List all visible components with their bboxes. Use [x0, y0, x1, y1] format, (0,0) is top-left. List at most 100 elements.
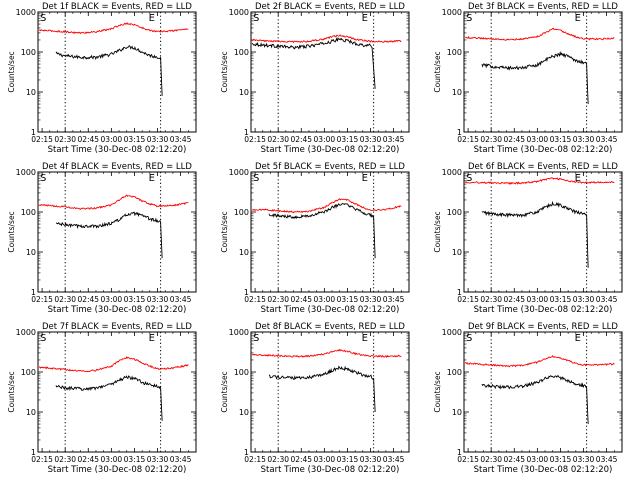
marker-label-end: E	[149, 333, 155, 344]
x-axis-label: Start Time (30-Dec-08 02:12:20)	[48, 305, 187, 315]
x-tick-label: 02:15	[31, 135, 53, 144]
plot-frame	[37, 171, 197, 293]
y-axis-label: Counts/sec	[433, 211, 442, 252]
y-tick-label: 1	[457, 128, 462, 137]
y-tick-label: 1	[31, 288, 36, 297]
y-tick-label: 100	[447, 368, 462, 377]
x-tick-label: 03:00	[101, 295, 123, 304]
series-line-lld	[251, 34, 402, 44]
x-tick-label: 03:15	[550, 455, 572, 464]
y-tick-label: 100	[21, 48, 36, 57]
panel-det-1f: Det 1f BLACK = Events, RED = LLD 1 10 100 10…	[7, 2, 197, 155]
panel-title: Det 5f BLACK = Events, RED = LLD	[255, 162, 405, 172]
x-tick-label: 03:45	[170, 135, 192, 144]
marker-label-end: E	[362, 173, 368, 184]
x-tick-label: 03:30	[360, 455, 382, 464]
series-line-lld	[251, 348, 402, 358]
y-tick-label: 1000	[16, 328, 36, 337]
panel-title: Det 2f BLACK = Events, RED = LLD	[255, 2, 405, 12]
y-tick-label: 100	[447, 48, 462, 57]
x-tick-label: 03:15	[124, 455, 146, 464]
series-line-lld	[38, 356, 189, 373]
panel-title: Det 4f BLACK = Events, RED = LLD	[42, 162, 192, 172]
x-axis-label: Start Time (30-Dec-08 02:12:20)	[48, 465, 187, 475]
series-line-events	[251, 37, 376, 89]
marker-label-end: E	[575, 173, 581, 184]
x-tick-label: 02:30	[54, 135, 76, 144]
x-tick-label: 03:15	[550, 135, 572, 144]
x-tick-label: 03:45	[383, 135, 405, 144]
x-tick-label: 03:15	[337, 295, 359, 304]
x-tick-label: 02:15	[244, 455, 266, 464]
x-tick-label: 03:00	[101, 135, 123, 144]
y-axis-label: Counts/sec	[433, 51, 442, 92]
y-tick-label: 1000	[442, 328, 462, 337]
x-tick-label: 02:45	[77, 135, 99, 144]
marker-label-end: E	[149, 173, 155, 184]
x-tick-label: 02:15	[244, 295, 266, 304]
y-tick-label: 1000	[16, 8, 36, 17]
plot-frame	[37, 11, 197, 133]
x-tick-label: 02:45	[503, 295, 525, 304]
y-tick-label: 1000	[229, 168, 249, 177]
y-axis-label: Counts/sec	[433, 371, 442, 412]
x-tick-label: 02:30	[480, 295, 502, 304]
panel-title: Det 8f BLACK = Events, RED = LLD	[255, 322, 405, 332]
panel-det-4f: Det 4f BLACK = Events, RED = LLD 1 10 100 10…	[7, 162, 197, 315]
panel-det-3f: Det 3f BLACK = Events, RED = LLD 1 10 100 10…	[433, 2, 623, 155]
marker-label-start: S	[466, 333, 472, 344]
x-tick-label: 03:00	[527, 135, 549, 144]
x-tick-label: 03:45	[383, 295, 405, 304]
marker-label-start: S	[253, 173, 259, 184]
x-tick-label: 03:30	[573, 455, 595, 464]
x-tick-label: 03:45	[383, 455, 405, 464]
y-tick-label: 1000	[229, 8, 249, 17]
x-tick-label: 02:30	[267, 455, 289, 464]
series-line-events	[268, 202, 376, 259]
y-axis-label: Counts/sec	[7, 371, 16, 412]
y-tick-label: 100	[21, 208, 36, 217]
x-tick-label: 03:15	[337, 135, 359, 144]
y-tick-label: 1	[31, 128, 36, 137]
x-tick-label: 03:30	[147, 295, 169, 304]
y-tick-label: 100	[447, 208, 462, 217]
x-tick-label: 03:30	[573, 135, 595, 144]
x-axis-label: Start Time (30-Dec-08 02:12:20)	[261, 305, 400, 315]
x-tick-label: 02:30	[267, 135, 289, 144]
y-axis-label: Counts/sec	[220, 371, 229, 412]
x-axis-label: Start Time (30-Dec-08 02:12:20)	[474, 145, 613, 155]
y-tick-label: 10	[239, 408, 249, 417]
panel-det-9f: Det 9f BLACK = Events, RED = LLD 1 10 100 10…	[433, 322, 623, 475]
series-line-lld	[38, 22, 189, 35]
plot-frame	[463, 331, 623, 453]
x-tick-label: 03:15	[124, 135, 146, 144]
y-axis-label: Counts/sec	[7, 211, 16, 252]
marker-label-start: S	[466, 13, 472, 24]
marker-label-start: S	[253, 333, 259, 344]
x-tick-label: 03:00	[101, 455, 123, 464]
x-tick-label: 02:30	[480, 135, 502, 144]
x-tick-label: 03:30	[360, 295, 382, 304]
y-tick-label: 10	[452, 248, 462, 257]
x-tick-label: 02:45	[290, 135, 312, 144]
x-tick-label: 03:15	[550, 295, 572, 304]
x-tick-label: 03:45	[170, 455, 192, 464]
x-tick-label: 02:45	[290, 295, 312, 304]
x-tick-label: 02:15	[244, 135, 266, 144]
x-tick-label: 02:15	[31, 295, 53, 304]
x-tick-label: 02:15	[457, 455, 479, 464]
x-tick-label: 03:00	[314, 455, 336, 464]
marker-label-start: S	[40, 333, 46, 344]
series-line-events	[481, 375, 589, 425]
series-line-lld	[464, 355, 615, 368]
y-tick-label: 10	[26, 88, 36, 97]
panel-title: Det 3f BLACK = Events, RED = LLD	[468, 2, 618, 12]
x-tick-label: 03:45	[596, 135, 618, 144]
series-line-lld	[38, 194, 189, 211]
y-axis-label: Counts/sec	[7, 51, 16, 92]
x-tick-label: 02:30	[480, 455, 502, 464]
x-axis-label: Start Time (30-Dec-08 02:12:20)	[48, 145, 187, 155]
x-axis-label: Start Time (30-Dec-08 02:12:20)	[474, 305, 613, 315]
y-tick-label: 100	[21, 368, 36, 377]
panel-title: Det 1f BLACK = Events, RED = LLD	[42, 2, 192, 12]
